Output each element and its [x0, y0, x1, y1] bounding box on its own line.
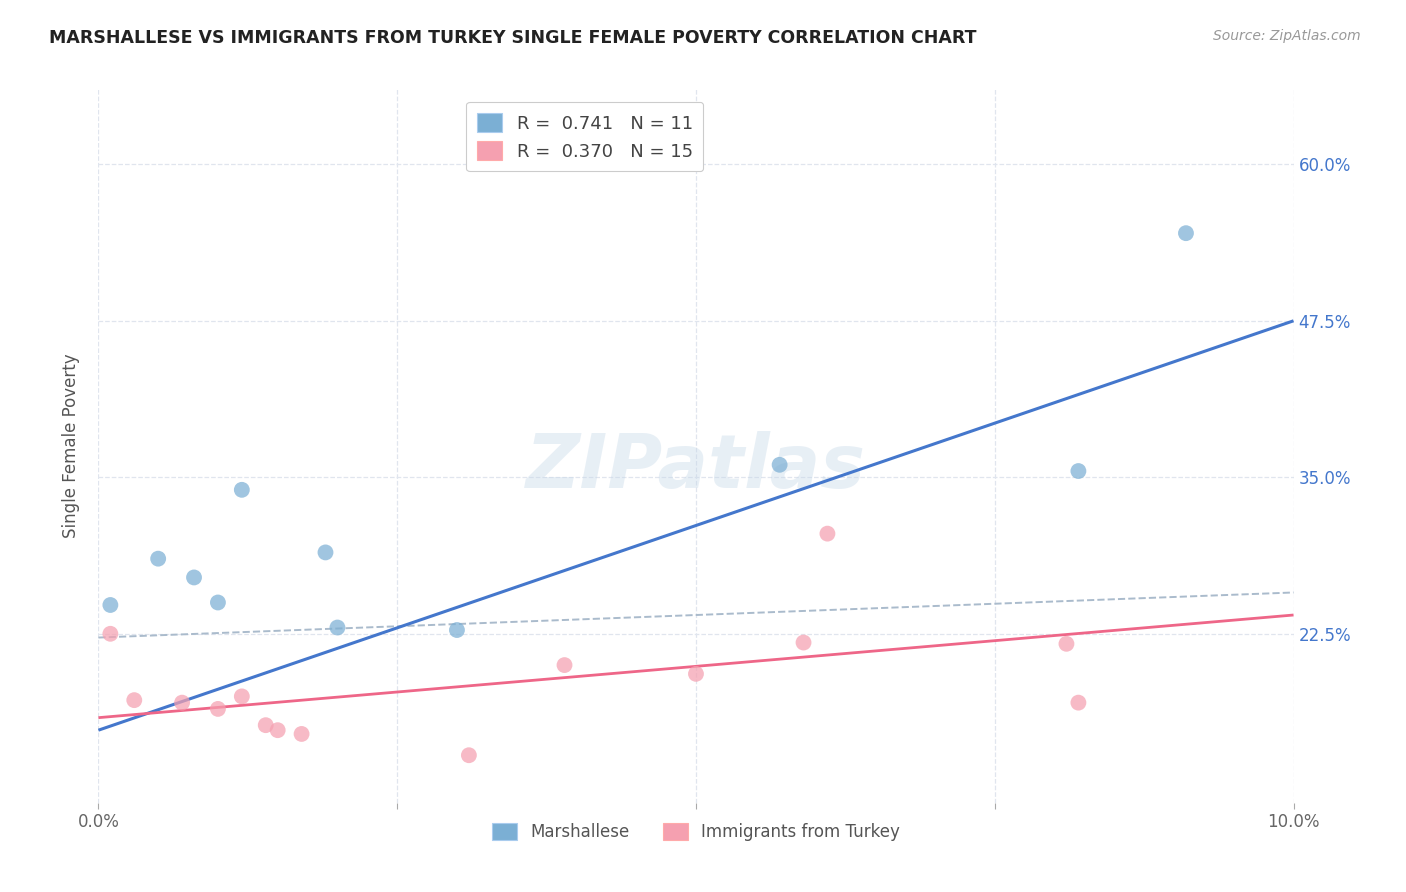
Point	[207, 702, 229, 716]
Point	[172, 696, 194, 710]
Point	[315, 545, 337, 559]
Point	[769, 458, 792, 472]
Point	[1067, 696, 1090, 710]
Point	[98, 627, 122, 641]
Point	[291, 727, 314, 741]
Point	[267, 723, 290, 738]
Text: ZIPatlas: ZIPatlas	[526, 431, 866, 504]
Point	[815, 526, 838, 541]
Y-axis label: Single Female Poverty: Single Female Poverty	[62, 354, 80, 538]
Text: MARSHALLESE VS IMMIGRANTS FROM TURKEY SINGLE FEMALE POVERTY CORRELATION CHART: MARSHALLESE VS IMMIGRANTS FROM TURKEY SI…	[49, 29, 977, 46]
Point	[98, 598, 122, 612]
Point	[183, 570, 205, 584]
Point	[458, 748, 481, 763]
Point	[685, 666, 707, 681]
Point	[326, 621, 349, 635]
Legend: Marshallese, Immigrants from Turkey: Marshallese, Immigrants from Turkey	[485, 816, 907, 848]
Point	[148, 551, 170, 566]
Point	[207, 595, 229, 609]
Point	[1056, 637, 1078, 651]
Point	[1175, 226, 1198, 240]
Point	[254, 718, 277, 732]
Point	[231, 483, 253, 497]
Point	[231, 690, 253, 704]
Point	[1067, 464, 1090, 478]
Text: Source: ZipAtlas.com: Source: ZipAtlas.com	[1213, 29, 1361, 43]
Point	[554, 658, 576, 673]
Point	[446, 623, 468, 637]
Point	[124, 693, 146, 707]
Point	[793, 635, 815, 649]
